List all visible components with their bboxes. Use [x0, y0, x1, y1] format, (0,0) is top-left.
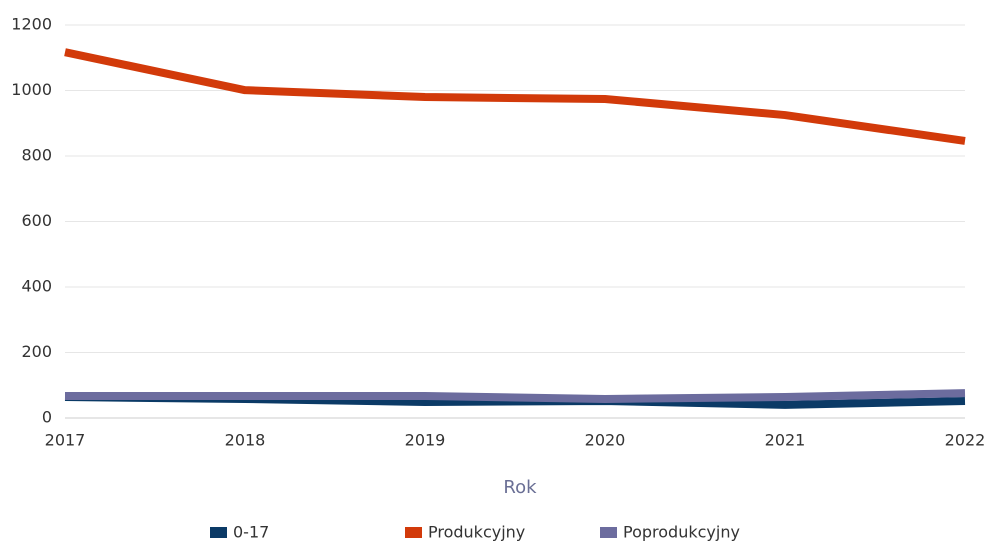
y-tick-label: 600	[21, 211, 52, 230]
legend-swatch	[405, 527, 422, 538]
x-tick-label: 2020	[585, 431, 626, 450]
x-tick-label: 2018	[225, 431, 266, 450]
legend-swatch	[600, 527, 617, 538]
y-tick-label: 0	[42, 408, 52, 427]
x-axis-label: Rok	[503, 477, 537, 498]
y-tick-label: 1000	[11, 80, 52, 99]
legend-label: Poprodukcyjny	[623, 523, 740, 542]
x-tick-label: 2019	[405, 431, 446, 450]
data-line	[64, 48, 966, 145]
data-line	[65, 389, 966, 404]
legend-label: Produkcyjny	[428, 523, 525, 542]
y-tick-label: 1200	[11, 15, 52, 34]
y-tick-label: 400	[21, 277, 52, 296]
x-tick-label: 2017	[45, 431, 86, 450]
legend-swatch	[210, 527, 227, 538]
x-tick-label: 2021	[765, 431, 806, 450]
x-tick-label: 2022	[945, 431, 986, 450]
legend-label: 0-17	[233, 523, 269, 542]
y-tick-label: 200	[21, 342, 52, 361]
y-tick-label: 800	[21, 146, 52, 165]
